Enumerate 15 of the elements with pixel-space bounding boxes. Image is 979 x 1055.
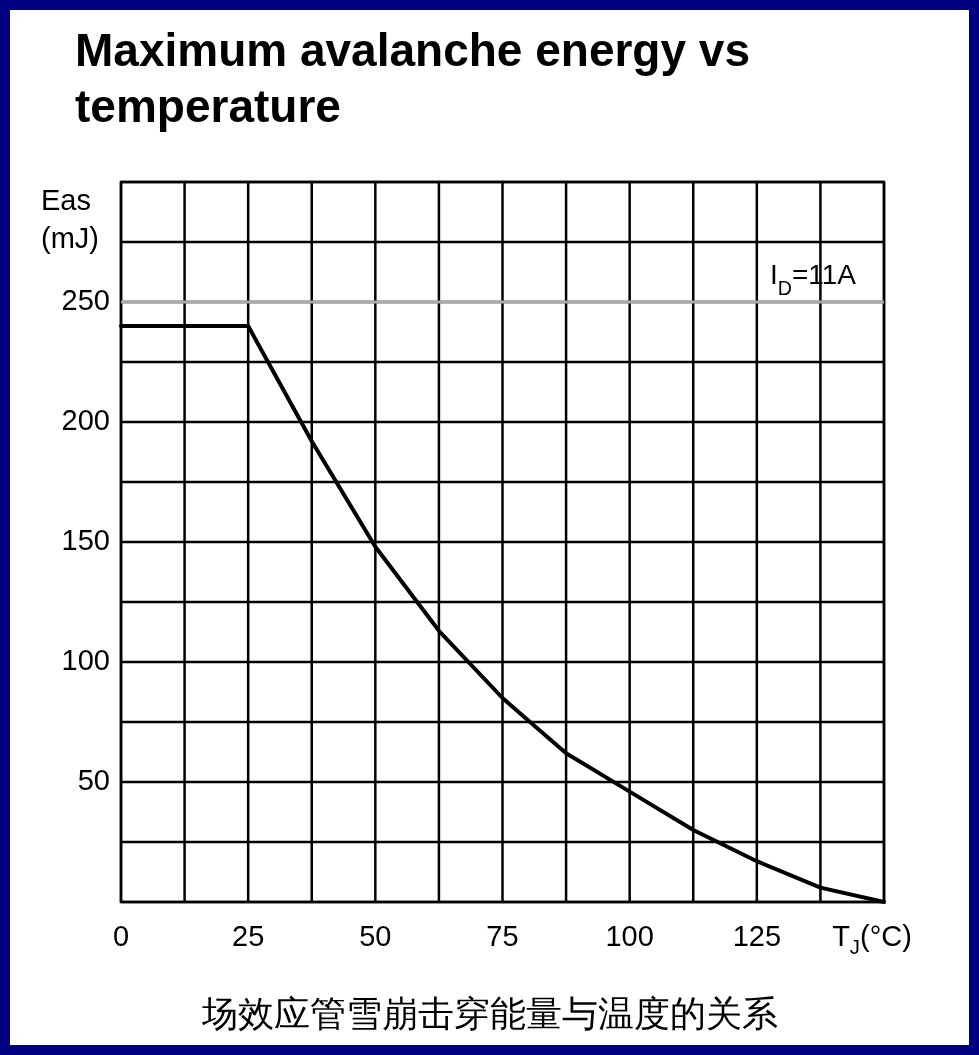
x-tick-label: 125 [732, 919, 782, 952]
x-tick-label: 0 [112, 919, 130, 952]
x-tick-label: 75 [486, 919, 519, 952]
x-tick-label: 100 [605, 919, 654, 952]
y-tick-label: 250 [61, 283, 110, 316]
x-tick-label: 25 [232, 919, 265, 952]
chart-title: Maximum avalanche energy vs temperature [75, 23, 751, 134]
y-tick-label: 150 [61, 523, 110, 556]
y-tick-label: 200 [61, 403, 110, 436]
text: 场效应管雪崩击穿能量与温度的关系 [200, 992, 779, 1036]
x-axis-title: T$_{J}$(°C) [832, 919, 912, 959]
y-axis-title: Eas (mJ) [32, 184, 100, 254]
x-tick-label: 50 [359, 919, 392, 952]
y-tick-label: 100 [61, 643, 110, 676]
y-tick-label: 50 [77, 763, 110, 796]
